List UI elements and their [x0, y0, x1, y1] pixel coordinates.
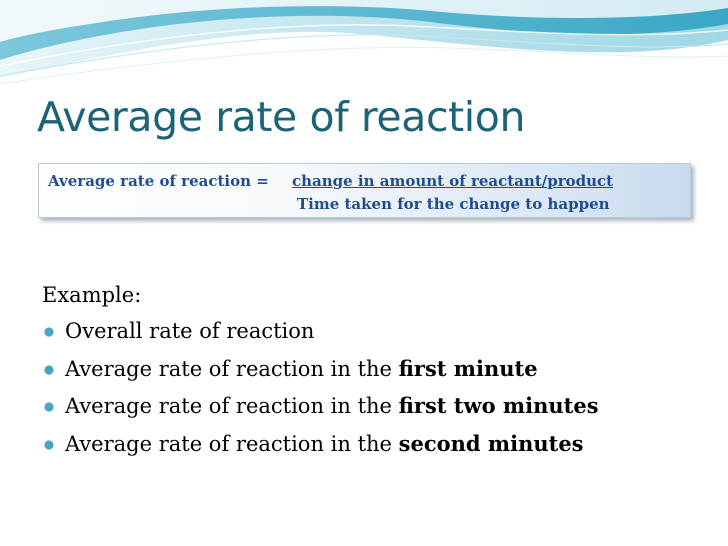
formula-box: Average rate of reaction = change in amo…	[38, 163, 691, 218]
formula-label: Average rate of reaction =	[48, 172, 269, 190]
bullet-text-plain: Average rate of reaction in the	[65, 356, 399, 381]
bullet-text-plain: Average rate of reaction in the	[65, 394, 399, 419]
wave-line-3	[0, 24, 728, 67]
bullet-text-bold: first minute	[398, 355, 538, 381]
circle-bullet-icon	[44, 402, 54, 412]
bullet-text-bold: first two minutes	[398, 393, 599, 419]
header-wave-decoration	[0, 0, 728, 85]
circle-bullet-icon	[44, 327, 54, 337]
bullet-text-plain: Average rate of reaction in the	[65, 432, 399, 457]
bullet-text: Average rate of reaction in the first mi…	[65, 355, 538, 383]
wave-line-1	[0, 34, 728, 77]
wave-highlight	[0, 0, 728, 42]
wave-line-2	[0, 46, 728, 85]
slide-title: Average rate of reaction	[37, 93, 526, 141]
bullet-text: Overall rate of reaction	[65, 317, 314, 345]
circle-bullet-icon	[44, 440, 54, 450]
example-label: Example:	[42, 283, 142, 307]
bullet-text-plain: Overall rate of reaction	[65, 319, 315, 343]
formula-denominator: Time taken for the change to happen	[297, 195, 610, 213]
circle-bullet-icon	[44, 365, 54, 375]
bullet-text: Average rate of reaction in the second m…	[65, 430, 584, 458]
bullet-text: Average rate of reaction in the first tw…	[65, 392, 599, 420]
formula-numerator: change in amount of reactant/product	[292, 172, 614, 190]
bullet-text-bold: second minutes	[398, 431, 584, 457]
